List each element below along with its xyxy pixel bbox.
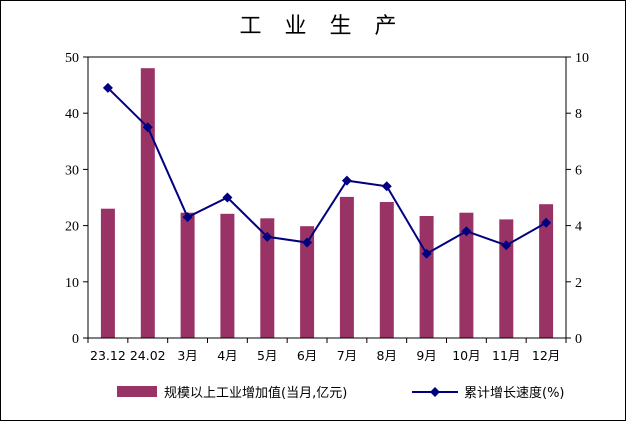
y-right-tick-label-5: 10 [575,51,589,66]
line-point-3 [222,192,233,203]
x-tick-label-2: 3月 [177,348,197,363]
line-point-7 [381,181,392,192]
bar-7 [379,202,394,338]
x-tick-label-9: 10月 [452,348,480,363]
bar-9 [459,212,474,338]
y-left-tick-label-5: 50 [65,51,79,66]
bar-3 [220,213,235,338]
bar-2 [180,212,195,338]
line-point-1 [142,122,153,133]
x-tick-label-4: 5月 [257,348,277,363]
x-tick-label-7: 8月 [377,348,397,363]
y-left-tick-label-0: 0 [72,332,79,347]
legend-swatch-bar [117,386,157,397]
x-tick-label-6: 7月 [337,348,357,363]
line-point-2 [182,212,193,223]
line-point-8 [421,248,432,259]
bar-0 [100,208,115,338]
legend-label-bar: 规模以上工业增加值(当月,亿元) [164,385,347,401]
y-left-tick-label-3: 30 [65,163,79,178]
line-point-0 [102,82,113,93]
legend-swatch-marker [430,387,440,397]
y-right-tick-label-1: 2 [575,276,582,291]
line-point-4 [262,231,273,242]
y-right-tick-label-3: 6 [575,163,582,178]
line-point-6 [341,175,352,186]
bar-8 [419,216,434,338]
y-right-tick-label-2: 4 [575,220,582,235]
x-tick-label-1: 24.02 [130,348,166,363]
x-tick-label-8: 9月 [416,348,436,363]
bar-11 [539,204,554,338]
x-tick-label-11: 12月 [532,348,560,363]
legend-label-line: 累计增长速度(%) [464,385,565,401]
bar-5 [300,226,315,338]
y-left-tick-label-4: 40 [65,107,79,122]
y-left-tick-label-1: 10 [65,276,79,291]
chart-title: 工 业 生 产 [240,14,405,39]
x-tick-label-3: 4月 [217,348,237,363]
x-tick-label-5: 6月 [297,348,317,363]
legend: 规模以上工业增加值(当月,亿元) 累计增长速度(%) [117,385,565,401]
y-right-tick-label-4: 8 [575,107,582,122]
line-point-10 [501,240,512,251]
line-point-11 [541,217,552,228]
line-growth-rate [107,87,547,256]
y-left-tick-label-2: 20 [65,220,79,235]
x-tick-label-10: 11月 [492,348,520,363]
bar-6 [339,196,354,338]
line-point-5 [302,237,313,248]
bar-1 [140,68,155,338]
plot-border [87,56,567,339]
y-right-tick-label-0: 0 [575,332,582,347]
x-tick-label-0: 23.12 [90,348,126,363]
bar-4 [260,218,275,338]
bar-10 [499,219,514,338]
line-point-9 [461,226,472,237]
plot-area: 0 10 20 30 40 50 0 2 4 6 8 10 23.12 24.02 3月 4月 5月 6月 7月 8月… [65,51,589,363]
